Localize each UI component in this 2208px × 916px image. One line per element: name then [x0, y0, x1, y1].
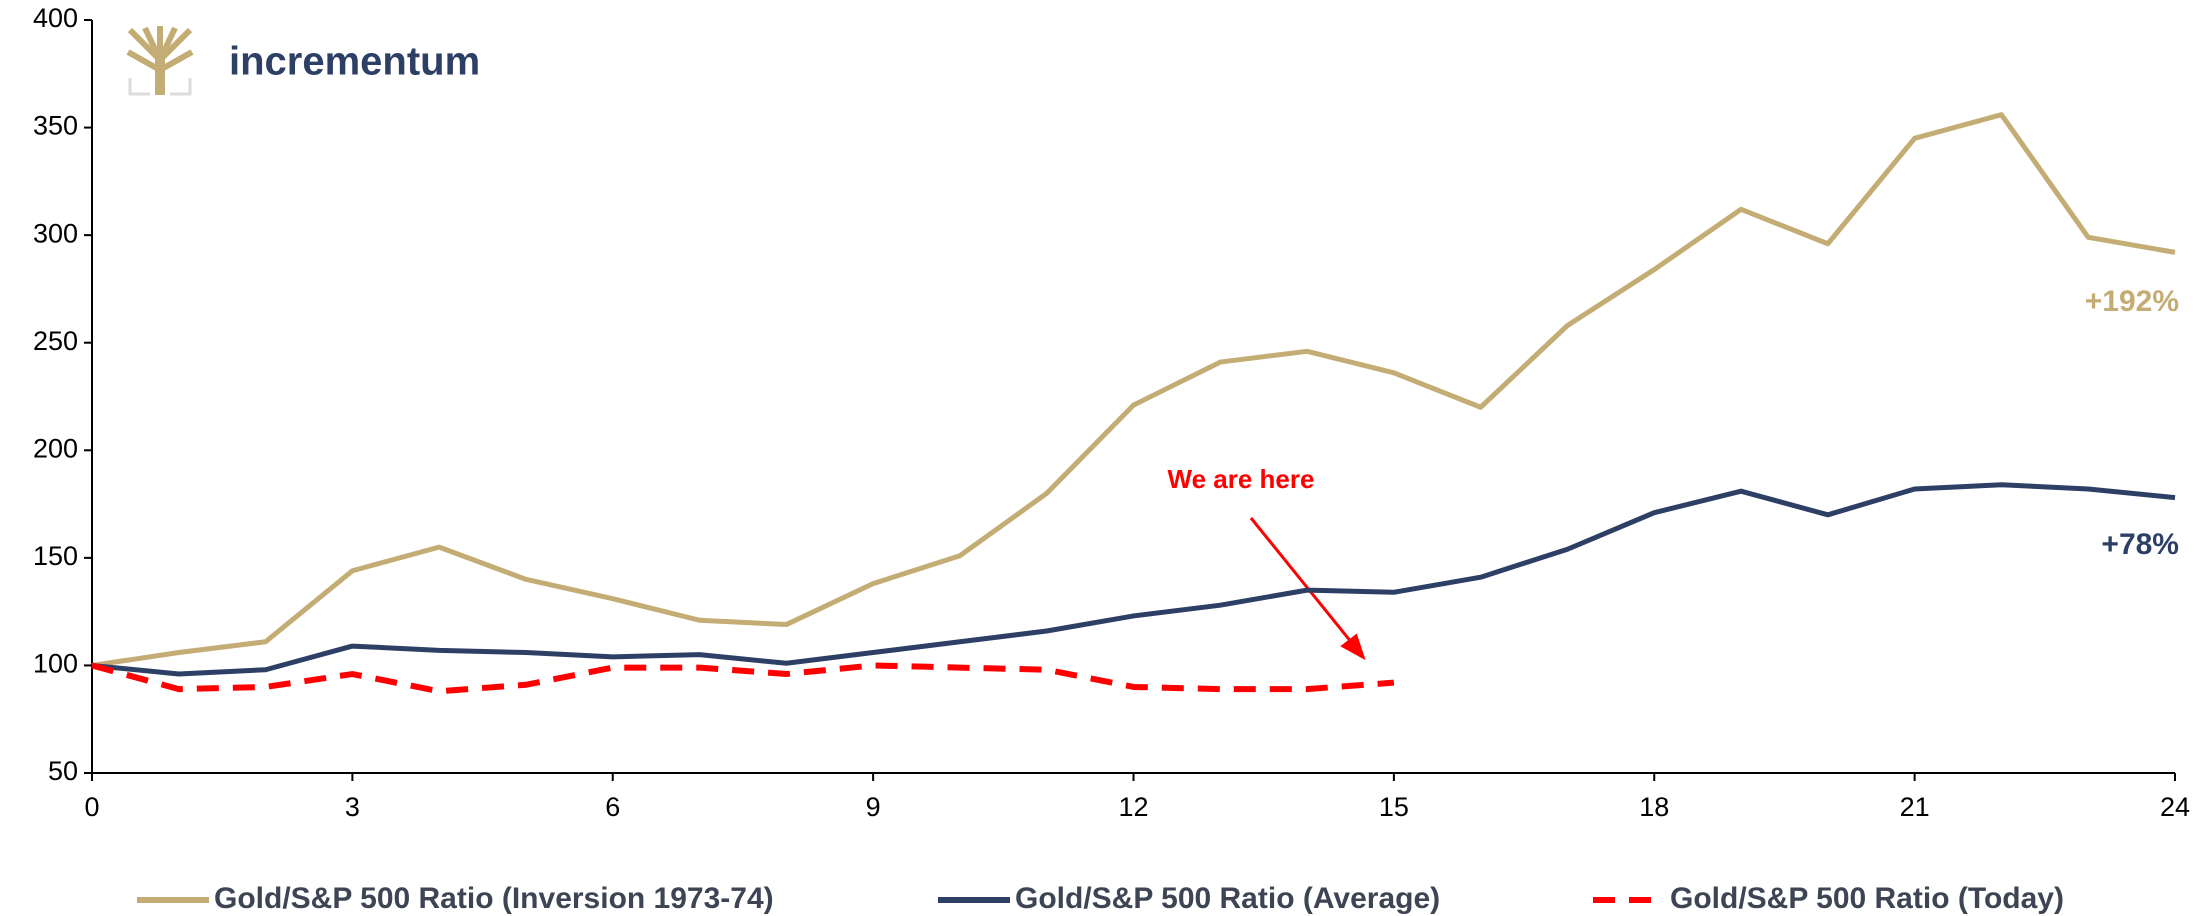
- x-tick-label: 3: [345, 792, 360, 822]
- logo-text: incrementum: [229, 40, 480, 84]
- x-tick-label: 6: [605, 792, 620, 822]
- y-tick-label: 50: [48, 756, 78, 786]
- logo-icon: [126, 26, 194, 96]
- annotation: +78%: [2101, 528, 2179, 561]
- series-line: [91, 112, 2176, 668]
- x-tick-label: 12: [1118, 792, 1148, 822]
- y-tick-label: 150: [33, 541, 78, 571]
- legend-label: Gold/S&P 500 Ratio (Average): [1015, 882, 1440, 915]
- x-tick-label: 0: [84, 792, 99, 822]
- annotation: We are here: [1168, 464, 1315, 494]
- x-tick-label: 9: [866, 792, 881, 822]
- x-tick-label: 18: [1639, 792, 1669, 822]
- y-tick-label: 100: [33, 649, 78, 679]
- x-tick-label: 21: [1900, 792, 1930, 822]
- series-line: [91, 482, 2176, 677]
- y-tick-label: 200: [33, 433, 78, 463]
- y-tick-label: 250: [33, 326, 78, 356]
- legend-label: Gold/S&P 500 Ratio (Today): [1670, 882, 2064, 915]
- legend-label: Gold/S&P 500 Ratio (Inversion 1973-74): [214, 882, 774, 915]
- arrow: [1249, 517, 1366, 661]
- y-tick-label: 400: [33, 3, 78, 33]
- annotation: +192%: [2085, 285, 2179, 318]
- y-tick-label: 300: [33, 218, 78, 248]
- x-tick-label: 15: [1379, 792, 1409, 822]
- x-tick-label: 24: [2160, 792, 2190, 822]
- y-tick-label: 350: [33, 111, 78, 141]
- series-line: [91, 662, 1395, 695]
